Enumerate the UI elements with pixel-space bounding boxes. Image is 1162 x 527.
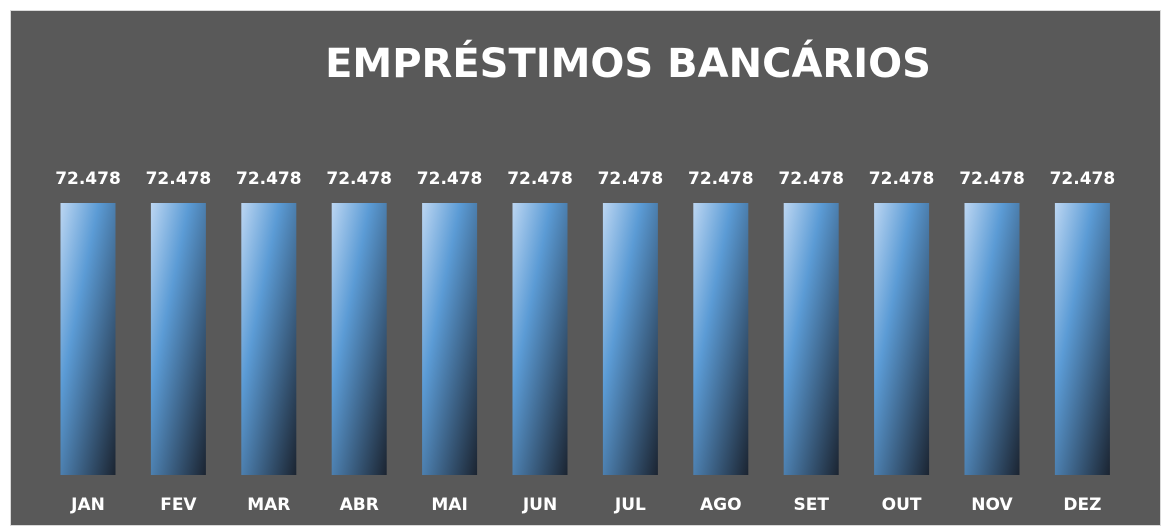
x-tick-label: OUT [882,495,922,515]
bar [693,203,749,475]
x-tick-label: NOV [971,495,1013,515]
bar [874,203,930,475]
value-label: 72.478 [146,169,212,189]
bar [422,203,478,475]
bar [150,203,206,475]
bar [1054,203,1110,475]
x-tick-label: JAN [70,495,105,515]
bar [512,203,568,475]
x-tick-label: JUL [614,495,646,515]
value-label: 72.478 [778,169,844,189]
x-tick-label: SET [793,495,829,515]
value-label: 72.478 [688,169,754,189]
x-tick-label: FEV [160,495,197,515]
bar [241,203,297,475]
bar [783,203,839,475]
value-label: 72.478 [236,169,302,189]
value-label: 72.478 [326,169,392,189]
value-label: 72.478 [507,169,573,189]
value-label: 72.478 [55,169,121,189]
value-label: 72.478 [1050,169,1116,189]
value-label: 72.478 [598,169,664,189]
x-tick-label: MAI [431,495,467,515]
chart-title: EMPRÉSTIMOS BANCÁRIOS [325,39,931,87]
bar [602,203,658,475]
bar [60,203,116,475]
x-tick-label: MAR [247,495,290,515]
x-tick-label: DEZ [1063,495,1101,515]
x-tick-label: AGO [700,495,742,515]
value-label: 72.478 [959,169,1025,189]
x-tick-label: ABR [340,495,379,515]
value-label: 72.478 [417,169,483,189]
bar [964,203,1020,475]
value-label: 72.478 [869,169,935,189]
bar [331,203,387,475]
x-tick-label: JUN [522,495,557,515]
